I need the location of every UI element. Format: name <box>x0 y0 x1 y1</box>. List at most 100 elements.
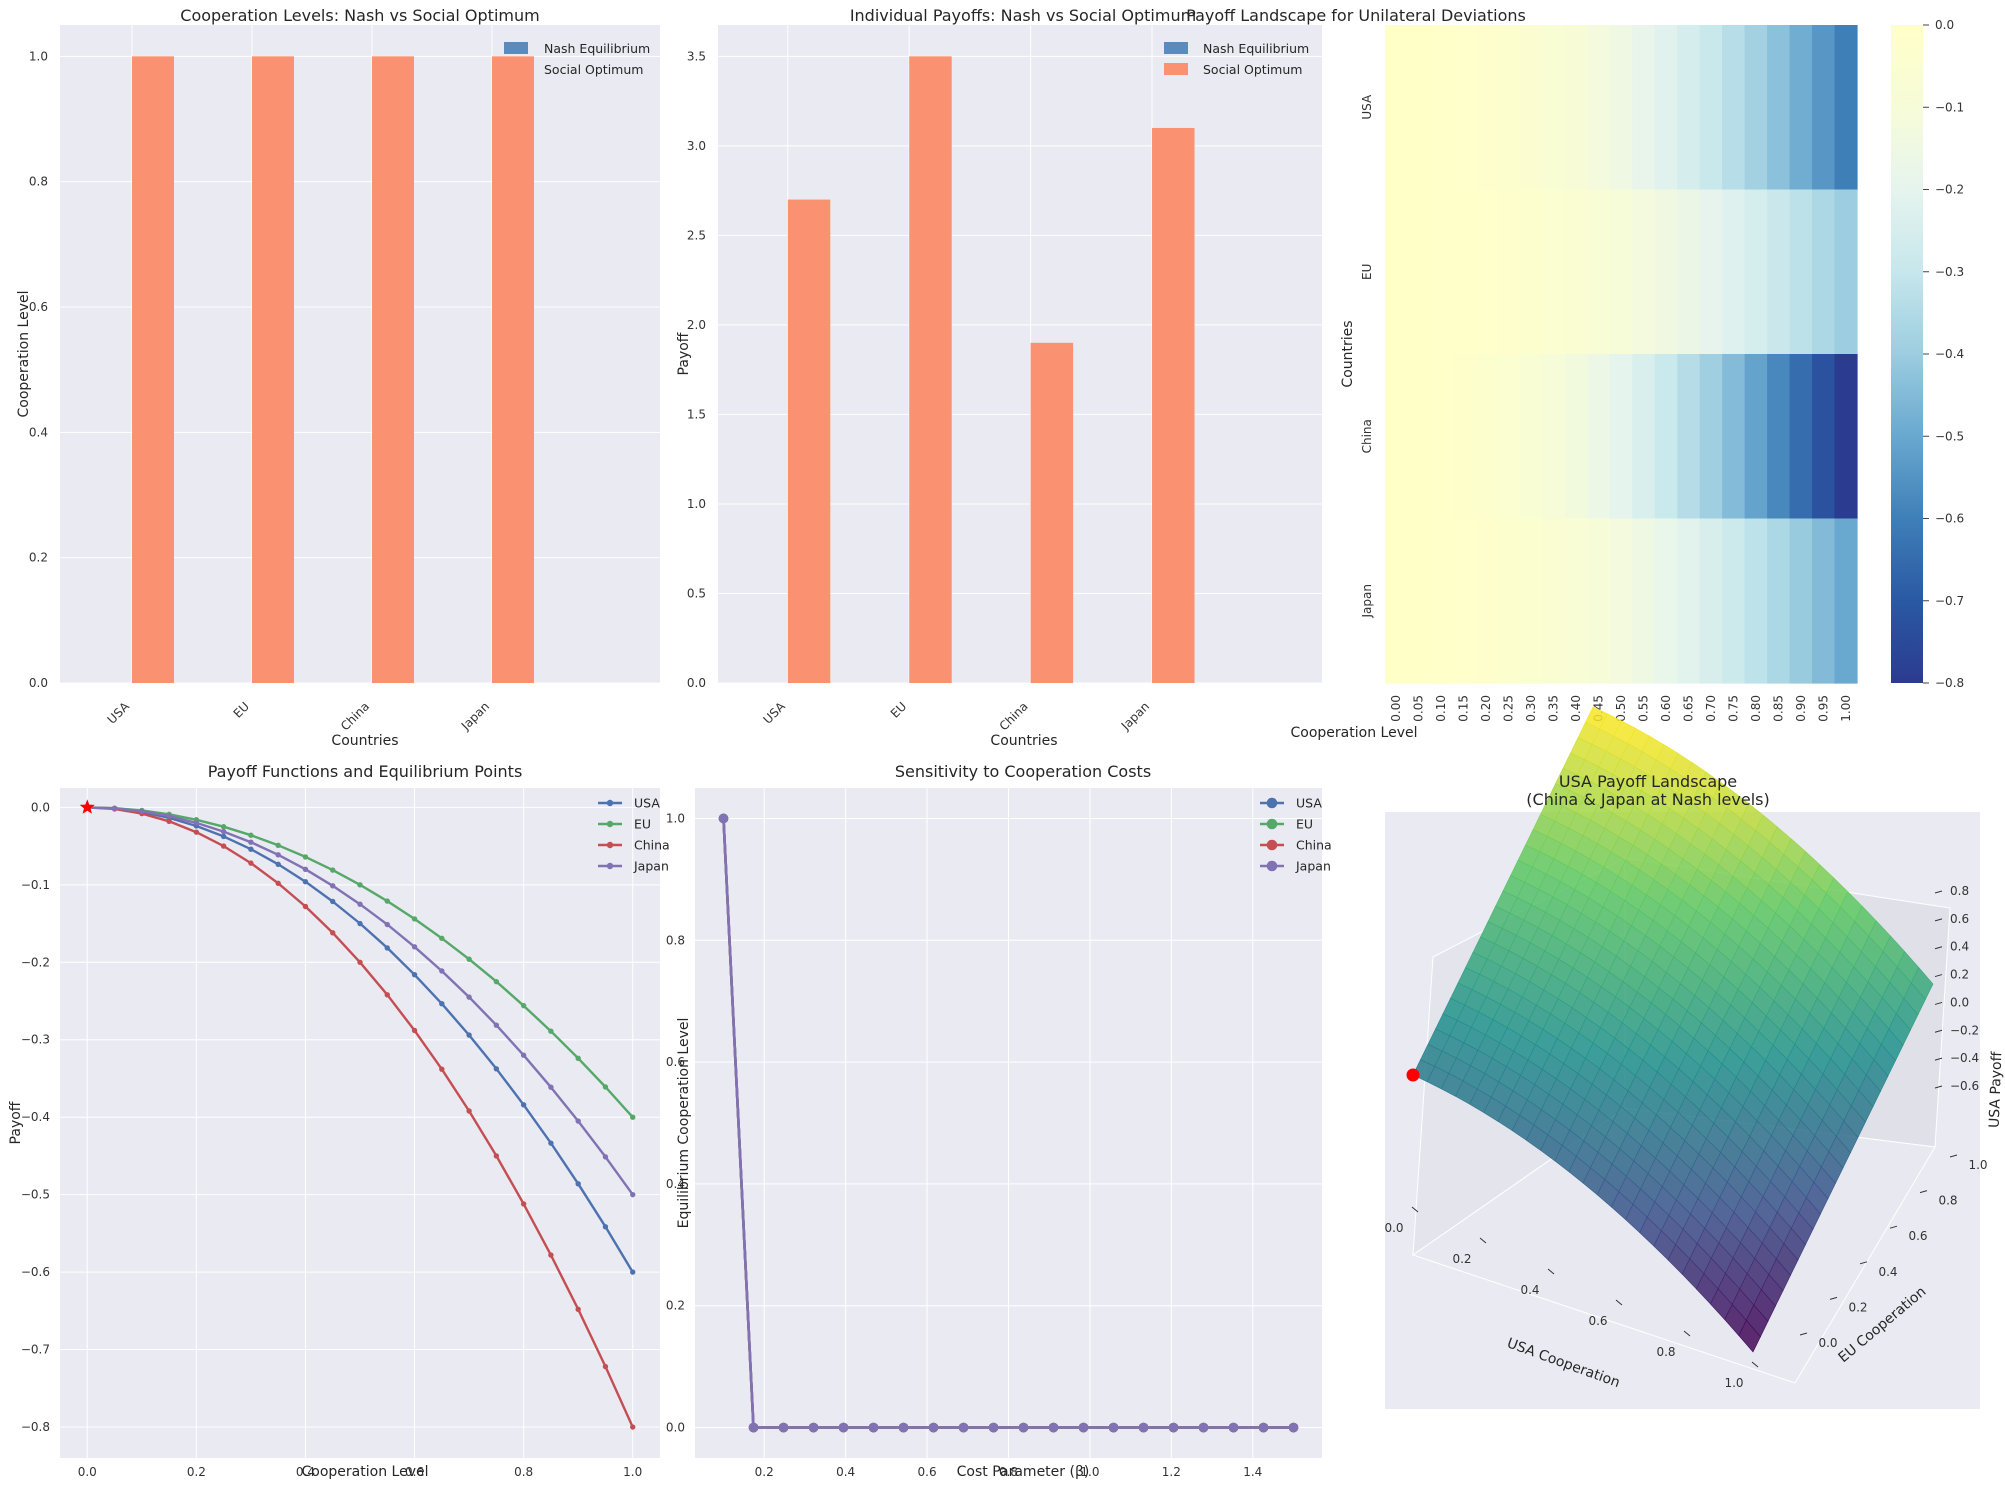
point-china <box>330 930 336 936</box>
y-tick-mark <box>1889 1225 1898 1229</box>
x-tick-label: Japan <box>1118 699 1152 733</box>
legend-marker-japan <box>606 862 614 870</box>
point-china <box>439 1066 445 1072</box>
colorbar-tick-label: −0.7 <box>1935 594 1964 608</box>
point-eu <box>575 1055 581 1062</box>
legend-marker-china <box>606 841 614 849</box>
legend-marker-eu <box>606 820 614 828</box>
x-tick-label: 0.6 <box>405 1465 424 1479</box>
x-tick-label: 0.4 <box>836 1465 855 1479</box>
heatmap-cell <box>1632 25 1656 191</box>
x-tick-label: 0.15 <box>1457 695 1471 722</box>
y-tick-label: 0.4 <box>1878 1265 1897 1279</box>
legend-marker-usa <box>1266 797 1278 809</box>
heatmap-cell <box>1789 25 1813 191</box>
heatmap-cell <box>1654 25 1678 191</box>
x-tick-label: EU <box>231 699 252 720</box>
y-tick-label: 0.2 <box>666 1299 685 1313</box>
heatmap-cell <box>1542 25 1566 191</box>
y-tick-label: EU <box>1360 264 1374 280</box>
bar-social-eu <box>252 56 294 684</box>
y-tick-label: 0.8 <box>29 175 48 189</box>
point-japan <box>748 1422 759 1433</box>
point-japan <box>988 1422 999 1433</box>
point-usa <box>602 1224 609 1230</box>
point-china <box>384 992 390 998</box>
point-eu <box>439 935 445 941</box>
heatmap-cell <box>1654 354 1678 520</box>
point-japan <box>808 1422 819 1433</box>
heatmap-cell <box>1699 518 1723 684</box>
point-eu <box>357 882 363 888</box>
point-eu <box>220 824 227 830</box>
point-usa <box>630 1269 636 1275</box>
point-china <box>193 829 200 835</box>
legend-marker-china <box>1266 839 1278 851</box>
point-japan <box>602 1154 609 1160</box>
x-tick-label: 0.6 <box>1588 1314 1607 1328</box>
y-tick-mark <box>1829 1296 1838 1300</box>
panel-payoff-heatmap: USA EU China Japan 0.00 0.05 0.10 0.15 0.20 0.25 0… <box>1186 6 1964 741</box>
x-tick-mark <box>1751 1361 1759 1368</box>
point-japan <box>630 1191 636 1198</box>
heatmap-cell <box>1474 189 1498 355</box>
y-axis-label: Payoff <box>8 1101 24 1144</box>
x-tick-label: 0.4 <box>1520 1283 1539 1297</box>
chart-title: USA Payoff Landscape <box>1559 772 1737 791</box>
y-tick-label: 1.0 <box>666 811 685 825</box>
heatmap-cell <box>1497 354 1521 520</box>
point-japan <box>1078 1422 1089 1433</box>
chart-title: Payoff Functions and Equilibrium Points <box>208 762 523 781</box>
x-tick-label: 0.60 <box>1659 695 1673 722</box>
heatmap-cell <box>1632 354 1656 520</box>
y-tick-mark <box>1919 1190 1928 1194</box>
point-china <box>357 959 363 965</box>
bar-social-usa <box>787 199 831 684</box>
point-japan <box>248 839 254 845</box>
y-tick-label: 0.0 <box>31 800 50 814</box>
x-tick-label: 0.50 <box>1614 695 1628 722</box>
bar-social-japan <box>492 56 534 684</box>
z-tick-label: 0.2 <box>1950 968 1969 982</box>
point-japan <box>357 901 363 907</box>
x-tick-label: 0.2 <box>755 1465 774 1479</box>
point-eu <box>302 854 309 860</box>
heatmap-cell <box>1452 518 1476 684</box>
heatmap-cell <box>1564 354 1588 520</box>
heatmap-cell <box>1722 25 1746 191</box>
z-tick-mark <box>1934 946 1943 950</box>
y-tick-label: 0.0 <box>666 1421 685 1435</box>
point-japan <box>439 968 445 974</box>
y-tick-label: −0.4 <box>21 1110 50 1124</box>
y-tick-label: −0.7 <box>21 1343 50 1357</box>
y-tick-label: 0.0 <box>29 676 48 690</box>
heatmap-cell <box>1587 354 1611 520</box>
heatmap-cell <box>1654 189 1678 355</box>
point-usa <box>411 971 418 978</box>
x-tick-mark <box>1411 1206 1419 1213</box>
panel-payoff-functions: 0.0 −0.1 −0.2 −0.3 −0.4 −0.5 −0.6 −0.7 −0.8 0.0 0.… <box>8 762 670 1480</box>
bar-social-eu <box>909 56 952 684</box>
x-tick-label: 0.00 <box>1389 695 1403 722</box>
z-tick-mark <box>1934 1085 1943 1089</box>
point-japan <box>1138 1422 1149 1433</box>
y-tick-label: USA <box>1360 94 1374 120</box>
x-tick-label: 0.10 <box>1434 695 1448 722</box>
z-tick-mark <box>1934 974 1943 978</box>
y-tick-label: −0.2 <box>21 955 50 969</box>
x-tick-label: 0.0 <box>1384 1221 1403 1235</box>
y-axis-label: Countries <box>1340 320 1356 387</box>
y-tick-label: −0.1 <box>21 878 50 892</box>
point-usa <box>220 833 227 840</box>
heatmap-cell <box>1542 354 1566 520</box>
x-tick-label: USA <box>105 699 133 727</box>
bar-social-usa <box>132 56 174 684</box>
y-tick-label: −0.8 <box>21 1420 50 1434</box>
y-tick-label: 0.2 <box>29 551 48 565</box>
legend-label-eu: EU <box>634 817 651 832</box>
heatmap-cell <box>1812 25 1836 191</box>
colorbar-tick-label: −0.5 <box>1935 429 1964 443</box>
colorbar-tick-label: −0.4 <box>1935 347 1964 361</box>
point-japan <box>1288 1422 1299 1433</box>
